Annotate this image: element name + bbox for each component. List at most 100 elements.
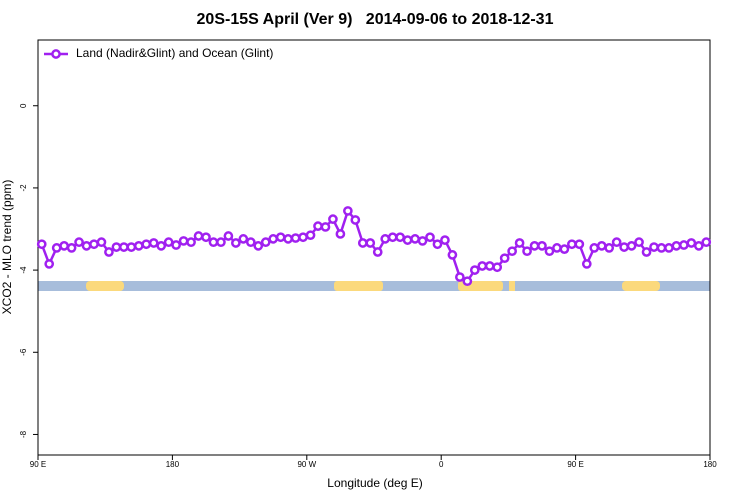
land-strip [509, 281, 515, 291]
data-point [656, 243, 667, 253]
data-point [402, 235, 413, 245]
data-point [126, 242, 137, 252]
data-point [96, 237, 107, 248]
data-point [223, 231, 234, 241]
data-point [305, 230, 316, 241]
data-point [626, 241, 637, 251]
data-point [619, 242, 629, 252]
data-point [186, 237, 196, 248]
data-point [365, 238, 376, 248]
data-point [417, 236, 428, 246]
data-point [544, 246, 555, 257]
data-point [664, 243, 674, 253]
data-point [455, 272, 465, 282]
data-point [432, 239, 443, 250]
x-tick-label: 90 E [567, 460, 583, 469]
data-point [552, 243, 562, 253]
data-point [238, 234, 249, 244]
land-ocean-band [38, 281, 710, 291]
data-point [275, 232, 286, 243]
x-tick-label: 0 [439, 460, 444, 469]
data-point [156, 241, 167, 251]
legend-label: Land (Nadir&Glint) and Ocean (Glint) [76, 46, 273, 60]
data-point [507, 246, 517, 257]
data-point [260, 237, 271, 248]
y-axis-label: XCO2 - MLO trend (ppm) [0, 180, 14, 315]
x-tick-label: 180 [166, 460, 180, 469]
data-point [611, 237, 622, 248]
data-point [529, 241, 540, 251]
y-tick-label: -6 [19, 348, 28, 356]
data-point [89, 239, 99, 250]
data-point [462, 276, 473, 287]
data-point [201, 232, 211, 243]
data-point [522, 246, 532, 257]
data-point [111, 242, 122, 252]
data-point [81, 241, 92, 251]
land-strip [334, 281, 383, 291]
data-point [133, 241, 144, 251]
data-point [469, 265, 480, 275]
data-point [148, 238, 159, 248]
data-point [440, 235, 450, 245]
data-point [119, 242, 129, 252]
data-point [104, 247, 114, 257]
data-point [350, 215, 361, 225]
data-point [163, 237, 174, 248]
data-point [410, 234, 420, 244]
data-point [380, 234, 391, 244]
data-point [178, 236, 189, 246]
data-point [231, 238, 241, 248]
data-point [66, 243, 77, 253]
data-point [268, 234, 279, 244]
data-point [679, 240, 689, 250]
data-point [343, 206, 353, 216]
data-point [74, 237, 84, 248]
data-point [372, 247, 383, 257]
data-point [171, 240, 181, 250]
data-point [335, 229, 346, 239]
data-point [36, 239, 47, 250]
data-point [604, 243, 615, 253]
data-point [253, 241, 264, 251]
data-point [671, 241, 682, 251]
data-point [581, 259, 592, 269]
data-point [641, 247, 652, 257]
data-point [649, 242, 659, 252]
data-point [51, 243, 62, 253]
y-tick-label: -8 [19, 430, 28, 438]
legend-marker [51, 49, 61, 59]
data-point [290, 233, 301, 243]
data-point [283, 234, 293, 244]
data-point [298, 232, 308, 243]
x-tick-label: 180 [703, 460, 717, 469]
data-point [499, 253, 510, 264]
data-point [44, 259, 55, 269]
data-point [245, 237, 256, 248]
data-point [567, 239, 577, 250]
data-point [320, 222, 331, 232]
data-point [693, 241, 704, 251]
data-point [574, 239, 585, 250]
y-tick-label: -4 [19, 266, 28, 274]
data-point [357, 238, 368, 248]
x-tick-label: 90 E [30, 460, 46, 469]
data-point [193, 231, 204, 241]
data-point [589, 243, 600, 253]
land-strip [86, 281, 124, 291]
data-point [395, 232, 405, 243]
data-point [208, 237, 219, 248]
data-point [328, 214, 338, 224]
chart-title: 20S-15S April (Ver 9) 2014-09-06 to 2018… [197, 11, 554, 28]
x-tick-label: 90 W [297, 460, 316, 469]
x-axis-label: Longitude (deg E) [327, 476, 422, 490]
data-point [492, 262, 503, 273]
data-point [514, 238, 525, 248]
data-point [216, 237, 226, 248]
land-strip [622, 281, 660, 291]
plot-frame [37, 39, 711, 456]
y-tick-label: 0 [19, 103, 28, 108]
data-point [425, 232, 435, 243]
data-point [447, 250, 458, 260]
